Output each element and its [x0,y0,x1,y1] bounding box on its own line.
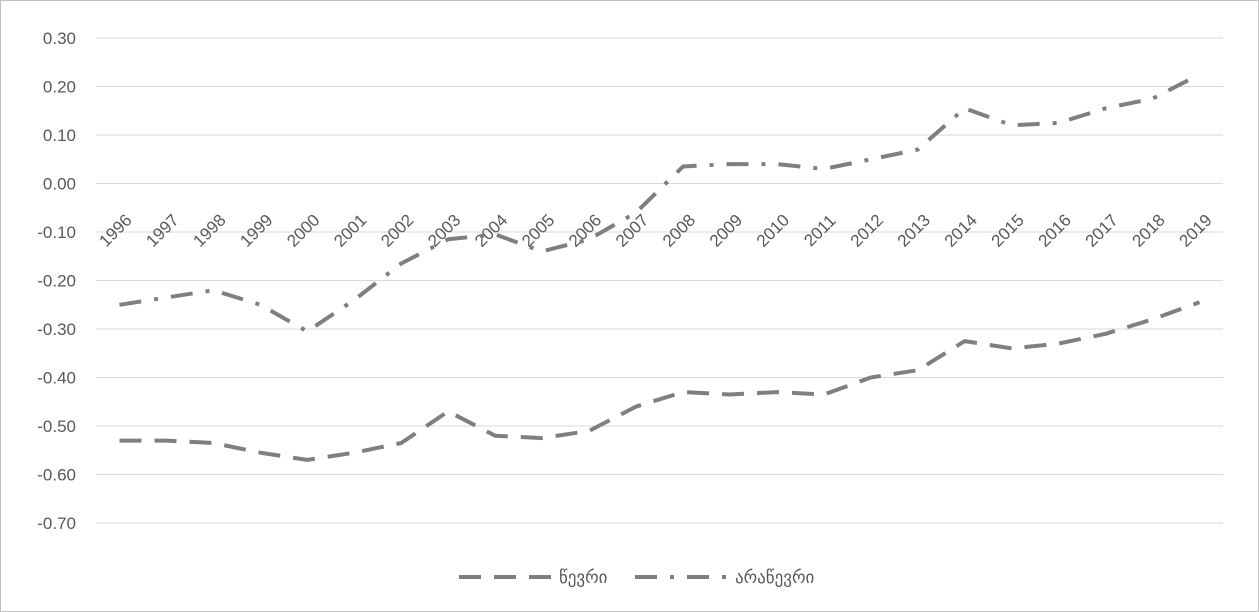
x-axis-ticks: 1996 1997 1998 1999 2000 2001 2002 2003 2004 2005… [95,211,1215,251]
x-tick-label: 2004 [471,211,511,251]
x-tick-label: 2012 [847,211,887,251]
series-line-1 [119,300,1201,462]
legend: წევრი არაწევრი [459,568,814,588]
y-tick-label: 0.10 [43,126,76,145]
y-tick-label: -0.20 [37,272,76,291]
x-tick-label: 1996 [95,211,135,251]
x-tick-label: 2003 [424,211,464,251]
series-group [119,72,1201,462]
y-tick-label: 0.20 [43,78,76,97]
legend-label-2: არაწევრი [735,568,814,588]
gridlines [96,37,1223,524]
x-tick-label: 2011 [800,211,839,250]
y-tick-label: -0.50 [37,417,76,436]
x-tick-label: 2005 [518,211,558,251]
x-tick-label: 2015 [988,211,1028,251]
y-tick-label: -0.40 [37,369,76,388]
y-tick-label: -0.60 [37,466,76,485]
x-tick-label: 1999 [236,211,276,251]
x-tick-label: 2016 [1035,211,1075,251]
x-tick-label: 2018 [1129,211,1169,251]
x-tick-label: 2008 [659,211,699,251]
y-tick-label: 0.00 [43,175,76,194]
y-tick-label: 0.30 [43,29,76,48]
x-tick-label: 2010 [753,211,793,251]
y-tick-label: -0.30 [37,320,76,339]
x-tick-label: 1998 [189,211,229,251]
x-tick-label: 2009 [706,211,746,251]
x-tick-label: 2014 [941,211,981,251]
x-tick-label: 2002 [377,211,417,251]
legend-label-1: წევრი [559,568,607,588]
y-tick-label: -0.70 [37,514,76,533]
y-axis-ticks: 0.30 0.20 0.10 0.00 -0.10 -0.20 -0.30 -0.40 -0.5… [37,29,76,533]
x-tick-label: 2007 [612,211,652,251]
x-tick-label: 2006 [565,211,605,251]
x-tick-label: 2017 [1082,211,1122,251]
series-line-2 [119,72,1201,334]
x-tick-label: 1997 [142,211,182,251]
y-tick-label: -0.10 [37,223,76,242]
x-tick-label: 2013 [894,211,934,251]
x-tick-label: 2001 [330,211,370,251]
x-tick-label: 2019 [1176,211,1216,251]
x-tick-label: 2000 [283,211,323,251]
